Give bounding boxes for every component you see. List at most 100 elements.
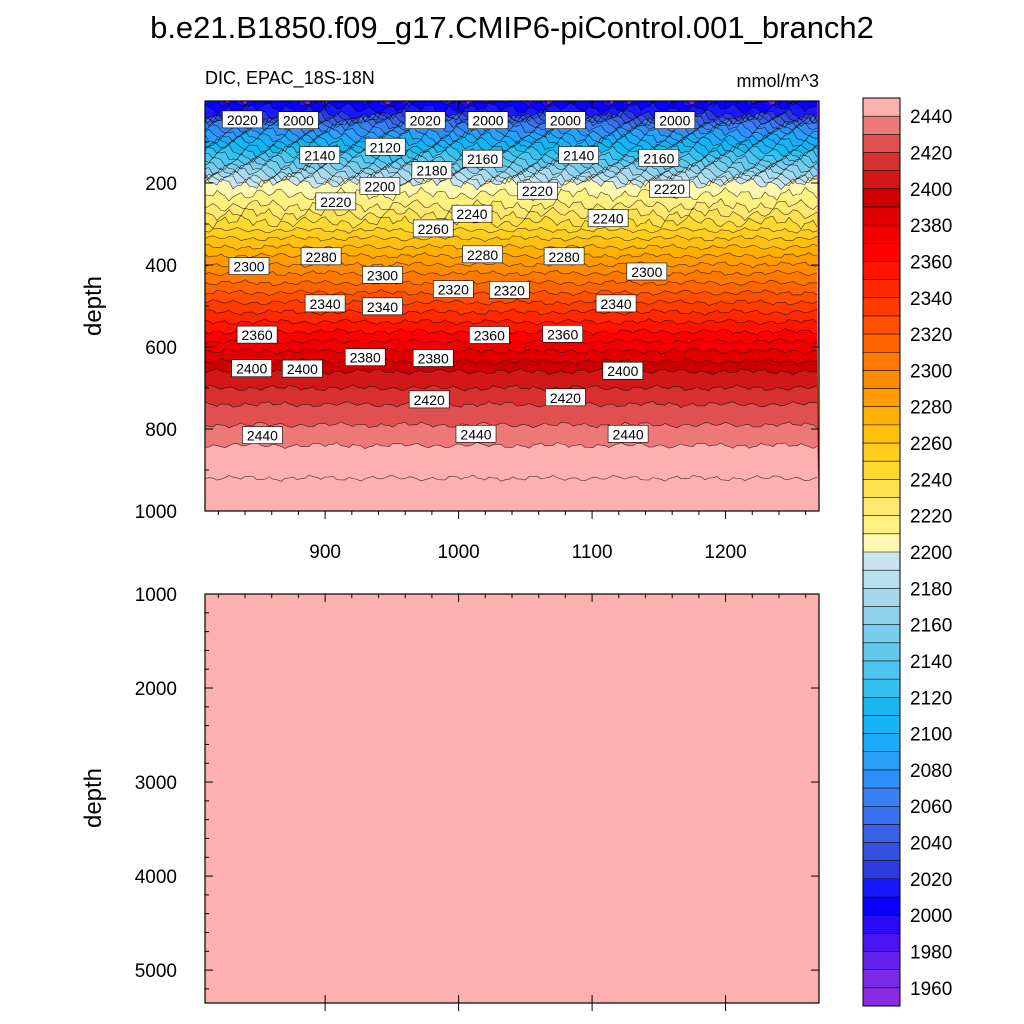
upper-contour-labels: 2020 2000 2020 2000 2000 2000 2140 2120 2180 2160… — [222, 110, 696, 444]
contour-label-text: 2300 — [233, 259, 264, 275]
colorbar-box — [863, 98, 900, 117]
colorbar-box — [863, 461, 900, 480]
contour-label-text: 2160 — [467, 151, 498, 167]
colorbar-box — [863, 697, 900, 716]
contour-label-text: 2240 — [456, 206, 487, 222]
lower-panel: 1000 2000 3000 4000 5000 depth — [80, 585, 820, 1011]
colorbar-box — [863, 642, 900, 662]
contour-label: 2260 — [412, 219, 454, 238]
colorbar-box — [863, 624, 900, 644]
contour-label: 2280 — [462, 245, 503, 264]
colorbar-box — [863, 261, 900, 280]
colorbar-box — [863, 152, 900, 172]
contour-label: 2420 — [545, 388, 586, 407]
colorbar-box — [863, 479, 900, 498]
colorbar-box — [863, 570, 900, 589]
contour-label-text: 2380 — [350, 350, 381, 366]
contour-line-2090 — [205, 129, 818, 146]
upper-x-tick-label: 900 — [309, 542, 341, 563]
colorbar-box — [863, 679, 900, 698]
colorbar-box — [863, 987, 900, 1007]
colorbar-label: 2440 — [910, 107, 952, 128]
colorbar-box — [863, 788, 900, 807]
colorbar-label: 2000 — [910, 906, 952, 927]
colorbar-box — [863, 715, 900, 734]
contour-label: 2300 — [228, 257, 270, 275]
contour-label-text: 2320 — [438, 282, 469, 298]
contour-line-2220 — [205, 198, 818, 214]
contour-line-2110 — [205, 139, 818, 154]
contour-line-2260 — [205, 234, 818, 243]
lower-y-tick-label: 4000 — [135, 867, 177, 888]
colorbar-box — [863, 842, 900, 862]
lower-y-tick-label: 2000 — [135, 679, 177, 700]
colorbar-label: 2180 — [910, 579, 952, 600]
contour-line-2450 — [205, 474, 818, 482]
contour-label: 2380 — [412, 349, 454, 367]
contour-line-2300 — [205, 269, 818, 277]
contour-label: 2340 — [362, 297, 403, 316]
colorbar-label: 2220 — [910, 507, 952, 528]
contour-label-text: 2320 — [494, 282, 525, 298]
contour-line-2080 — [205, 124, 818, 141]
colorbar-label: 2160 — [910, 616, 952, 637]
colorbar-box — [863, 443, 900, 462]
colorbar-label: 2200 — [910, 543, 952, 564]
contour-line-2000 — [205, 101, 815, 109]
contour-label: 2380 — [344, 348, 386, 367]
contour-label-text: 2400 — [607, 363, 638, 379]
colorbar-box — [863, 188, 900, 208]
colorbar-label: 1960 — [910, 979, 952, 1000]
colorbar-label: 2420 — [910, 144, 952, 165]
contour-line-2160 — [205, 161, 818, 177]
colorbar-label: 2340 — [910, 289, 952, 310]
contour-label-text: 2440 — [247, 428, 278, 444]
colorbar-box — [863, 225, 900, 244]
contour-label: 2020 — [404, 111, 446, 129]
contour-label-text: 2280 — [306, 249, 337, 265]
colorbar-box — [863, 370, 900, 389]
colorbar-box — [863, 933, 900, 952]
contour-line-2430 — [205, 421, 818, 429]
contour-label-text: 2360 — [242, 327, 273, 343]
colorbar-box — [863, 279, 900, 299]
contour-label-text: 2000 — [472, 113, 503, 129]
colorbar-box — [863, 134, 900, 153]
contour-label: 2000 — [278, 111, 319, 129]
contour-label-text: 2000 — [550, 113, 581, 129]
contour-label-text: 2340 — [310, 296, 341, 312]
contour-label-text: 2020 — [227, 112, 258, 128]
contour-label-text: 2360 — [547, 326, 578, 342]
lower-y-tick-label: 1000 — [135, 585, 177, 606]
colorbar-box — [863, 733, 900, 753]
colorbar-box — [863, 352, 900, 371]
contour-label: 2000 — [654, 111, 696, 129]
lower-axis-ticks: 1000 2000 3000 4000 5000 — [135, 585, 819, 1011]
contour-label-text: 2020 — [410, 113, 441, 129]
colorbar-box — [863, 533, 900, 553]
colorbar-box — [863, 769, 900, 789]
colorbar-frame — [862, 97, 901, 1007]
contour-line-2190 — [205, 172, 818, 188]
colorbar-label: 2120 — [910, 688, 952, 709]
colorbar-label: 2240 — [910, 470, 952, 491]
colorbar-box — [863, 206, 900, 226]
upper-y-tick-label: 200 — [145, 174, 177, 195]
upper-y-tick-label: 400 — [145, 256, 177, 277]
contour-label: 2300 — [626, 262, 668, 281]
colorbar-box — [863, 497, 900, 517]
colorbar-label: 2320 — [910, 325, 952, 346]
contour-label-text: 2420 — [550, 390, 581, 406]
colorbar-label: 2080 — [910, 761, 952, 782]
colorbar-label: 1980 — [910, 943, 952, 964]
upper-y-tick-label: 1000 — [135, 502, 177, 523]
contour-label-text: 2240 — [593, 211, 624, 227]
contour-label-text: 2360 — [474, 328, 505, 344]
contour-label: 2240 — [587, 209, 629, 227]
contour-label: 2280 — [300, 247, 342, 266]
colorbar-label: 2100 — [910, 725, 952, 746]
contour-label: 2200 — [359, 177, 401, 195]
contour-line-2360 — [205, 328, 818, 336]
contour-label-text: 2400 — [287, 361, 318, 377]
upper-right-title: mmol/m^3 — [737, 71, 819, 91]
